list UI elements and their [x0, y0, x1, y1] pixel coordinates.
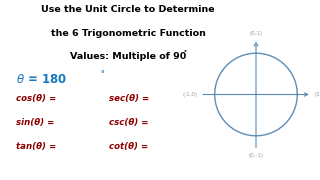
Text: °: ° [101, 71, 104, 77]
Text: (0,-1): (0,-1) [249, 153, 263, 158]
Text: sec(θ) =: sec(θ) = [109, 94, 149, 103]
Text: (1,0): (1,0) [315, 92, 320, 97]
Text: cos(θ) =: cos(θ) = [16, 94, 56, 103]
Text: tan(θ) =: tan(θ) = [16, 142, 56, 151]
Text: cot(θ) =: cot(θ) = [109, 142, 148, 151]
Text: (-1,0): (-1,0) [182, 92, 197, 97]
Text: (0,1): (0,1) [250, 31, 262, 36]
Text: Use the Unit Circle to Determine: Use the Unit Circle to Determine [41, 5, 215, 14]
Text: °: ° [184, 50, 187, 55]
Text: Values: Multiple of 90: Values: Multiple of 90 [70, 52, 186, 61]
Text: $\it{\theta}$ = 180: $\it{\theta}$ = 180 [16, 73, 67, 86]
Text: sin(θ) =: sin(θ) = [16, 118, 54, 127]
Text: the 6 Trigonometric Function: the 6 Trigonometric Function [51, 29, 205, 38]
Text: csc(θ) =: csc(θ) = [109, 118, 148, 127]
